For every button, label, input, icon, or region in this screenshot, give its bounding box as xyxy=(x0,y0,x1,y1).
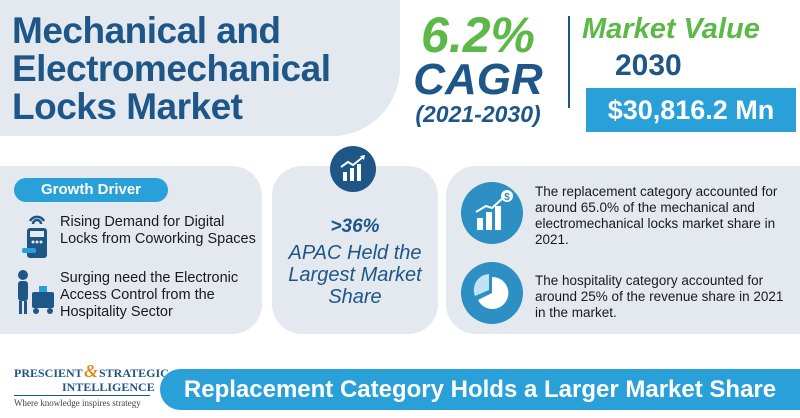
logo-rule xyxy=(14,395,150,396)
hotel-porter-icon xyxy=(18,270,54,314)
cagr-block: 6.2% CAGR (2021-2030) xyxy=(403,10,553,128)
divider xyxy=(568,16,570,108)
cagr-period: (2021-2030) xyxy=(415,101,541,127)
growth-chart-icon xyxy=(330,146,376,192)
apac-text: APAC Held the Largest Market Share xyxy=(288,242,422,308)
logo-text-strategic: STRATEGIC xyxy=(99,366,169,380)
driver-item-1: Rising Demand for Digital Locks from Cow… xyxy=(60,214,256,247)
logo-text: PRESCIENT xyxy=(14,366,83,380)
cagr-value: 6.2% xyxy=(421,7,535,63)
page-title: Mechanical and Electromechanical Locks M… xyxy=(12,10,331,127)
market-value-year: 2030 xyxy=(615,49,682,82)
logo-tagline: Where knowledge inspires strategy xyxy=(14,398,141,408)
stat-replacement: The replacement category accounted for a… xyxy=(535,184,778,247)
cagr-label: CAGR xyxy=(413,55,543,104)
stat-hospitality: The hospitality category accounted for a… xyxy=(535,273,784,320)
smart-lock-icon xyxy=(22,215,47,258)
logo-ampersand: & xyxy=(84,361,99,381)
svg-text:$: $ xyxy=(504,192,510,203)
title-panel xyxy=(0,0,400,136)
bottom-banner: Replacement Category Holds a Larger Mark… xyxy=(160,369,800,410)
apac-percent: >36% xyxy=(330,216,380,237)
apac-card xyxy=(272,166,438,334)
market-value-amount: $30,816.2 Mn xyxy=(586,88,796,132)
market-value-title: Market Value xyxy=(582,13,760,45)
growth-driver-badge: Growth Driver xyxy=(14,178,168,202)
driver-item-2: Surging need the Electronic Access Contr… xyxy=(60,270,239,320)
pie-chart-icon xyxy=(461,262,523,324)
logo-text-intelligence: INTELLIGENCE xyxy=(62,380,155,394)
money-growth-icon: $ xyxy=(461,182,523,244)
